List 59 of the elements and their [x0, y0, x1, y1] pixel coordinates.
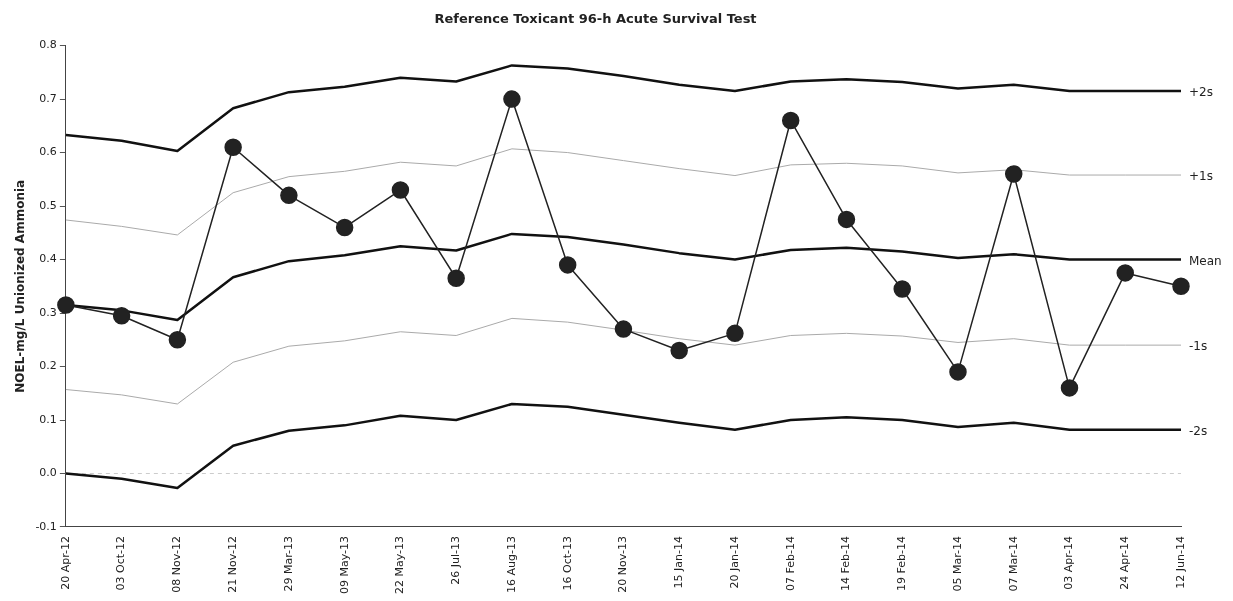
x-tick-label: 19 Feb-14 — [895, 535, 909, 591]
point — [280, 186, 298, 205]
point — [447, 269, 465, 288]
point — [893, 280, 911, 298]
x-tick-label: 29 Mar-13 — [281, 535, 295, 592]
series-label: -2s — [1189, 423, 1208, 438]
series-label: Mean — [1189, 253, 1222, 268]
x-tick-label: 16 Aug-13 — [504, 535, 518, 593]
point — [1116, 264, 1134, 282]
point — [112, 306, 131, 325]
point — [1172, 277, 1190, 296]
x-tick-label: 07 Feb-14 — [783, 535, 797, 591]
x-tick-label: 26 Jul-13 — [449, 535, 463, 585]
x-tick-label: 03 Oct-12 — [114, 535, 128, 591]
y-tick-label: 0.6 — [39, 145, 57, 159]
x-tick-label: 16 Oct-13 — [560, 535, 574, 591]
point — [335, 218, 354, 237]
y-tick-label: 0.2 — [39, 359, 57, 373]
x-tick-label: 24 Apr-14 — [1118, 535, 1132, 590]
x-tick-label: 21 Nov-12 — [225, 535, 239, 593]
x-tick-label: 07 Mar-14 — [1006, 535, 1020, 592]
point — [1060, 379, 1079, 397]
x-tick-label: 09 May-13 — [337, 535, 351, 595]
y-tick-label: 0.4 — [39, 252, 57, 266]
y-tick-label: 0.3 — [39, 305, 57, 319]
point — [224, 138, 242, 156]
x-tick-label: 03 Apr-14 — [1062, 535, 1076, 590]
y-tick-label: 0.0 — [39, 466, 57, 480]
y-tick-label: 0.1 — [39, 412, 57, 426]
x-tick-label: 22 May-13 — [393, 535, 407, 595]
x-tick-label: 08 Nov-12 — [170, 535, 184, 593]
x-tick-label: 20 Apr-12 — [58, 535, 72, 590]
point — [781, 111, 800, 130]
point — [837, 210, 856, 229]
point — [503, 90, 521, 108]
x-tick-label: 14 Feb-14 — [839, 535, 853, 591]
x-tick-label: 20 Nov-13 — [616, 535, 630, 593]
x-tick-label: 20 Jan-14 — [727, 535, 741, 589]
series-label: +1s — [1189, 169, 1213, 184]
series-label: +2s — [1189, 85, 1213, 100]
y-tick-label: 0.5 — [39, 198, 57, 212]
point — [57, 296, 75, 314]
point — [726, 324, 744, 343]
point — [614, 320, 633, 338]
x-tick-label: 12 Jun-14 — [1173, 535, 1187, 589]
y-tick-label: 0.7 — [39, 91, 57, 105]
point — [670, 341, 688, 360]
chart-title: Reference Toxicant 96-h Acute Survival Test — [434, 11, 757, 27]
point — [391, 181, 410, 199]
point — [168, 331, 187, 349]
y-tick-label: 0.8 — [39, 38, 57, 52]
point — [558, 256, 577, 274]
y-tick-label: -0.1 — [35, 519, 57, 533]
x-tick-label: 05 Mar-14 — [950, 535, 964, 592]
series-label: -1s — [1189, 339, 1208, 354]
x-tick-label: 15 Jan-14 — [672, 535, 686, 589]
point — [1004, 165, 1023, 183]
point — [949, 363, 967, 381]
y-axis-title: NOEL-mg/L Unionized Ammonia — [13, 179, 28, 393]
